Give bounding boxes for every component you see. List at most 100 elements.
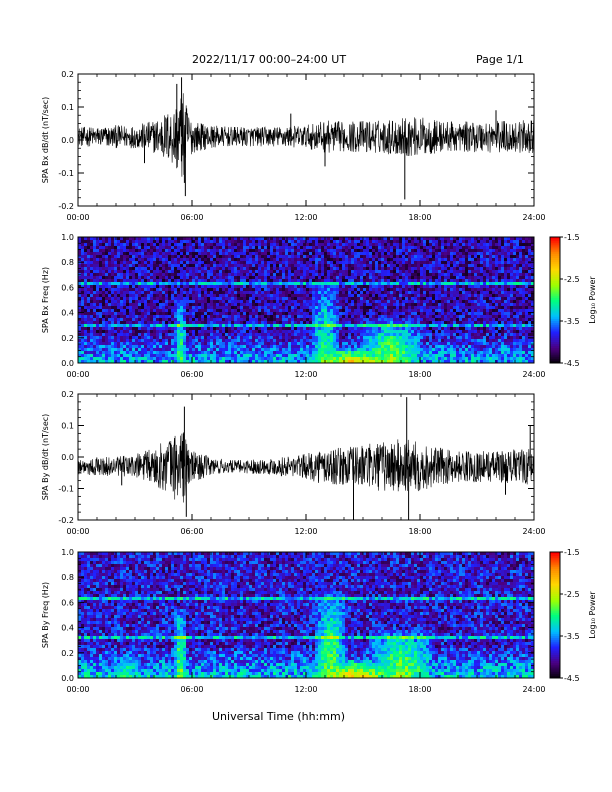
spectrogram-cell bbox=[339, 333, 343, 337]
spectrogram-cell bbox=[219, 330, 223, 334]
spectrogram-cell bbox=[237, 282, 241, 286]
spectrogram-cell bbox=[384, 273, 388, 277]
spectrogram-cell bbox=[150, 252, 154, 256]
spectrogram-cell bbox=[117, 303, 121, 307]
spectrogram-cell bbox=[162, 315, 166, 319]
spectrogram-cell bbox=[207, 324, 211, 328]
spectrogram-cell bbox=[171, 279, 175, 283]
spectrogram-cell bbox=[210, 321, 214, 325]
spectrogram-cell bbox=[216, 288, 220, 292]
spectrogram-cell bbox=[150, 303, 154, 307]
spectrogram-cell bbox=[309, 327, 313, 331]
spectrogram-cell bbox=[225, 255, 229, 259]
spectrogram-cell bbox=[120, 360, 124, 364]
spectrogram-cell bbox=[87, 255, 91, 259]
spectrogram-cell bbox=[174, 288, 178, 292]
spectrogram-cell bbox=[408, 276, 412, 280]
spectrogram-cell bbox=[99, 330, 103, 334]
spectrogram-cell bbox=[189, 294, 193, 298]
spectrogram-cell bbox=[132, 357, 136, 361]
spectrogram-cell bbox=[300, 261, 304, 265]
spectrogram-cell bbox=[213, 312, 217, 316]
spectrogram-cell bbox=[300, 348, 304, 352]
spectrogram-cell bbox=[117, 306, 121, 310]
spectrogram-cell bbox=[399, 288, 403, 292]
spectrogram-cell bbox=[345, 324, 349, 328]
spectrogram-cell bbox=[417, 306, 421, 310]
spectrogram-cell bbox=[291, 336, 295, 340]
spectrogram-cell bbox=[264, 270, 268, 274]
spectrogram-cell bbox=[117, 330, 121, 334]
spectrogram-cell bbox=[399, 348, 403, 352]
spectrogram-cell bbox=[228, 348, 232, 352]
spectrogram-cell bbox=[144, 354, 148, 358]
spectrogram-cell bbox=[294, 342, 298, 346]
spectrogram-cell bbox=[234, 267, 238, 271]
spectrogram-cell bbox=[357, 246, 361, 250]
spectrogram-cell bbox=[378, 306, 382, 310]
spectrogram-cell bbox=[282, 312, 286, 316]
spectrogram-cell bbox=[78, 348, 82, 352]
spectrogram-cell bbox=[144, 351, 148, 355]
spectrogram-cell bbox=[108, 237, 112, 241]
spectrogram-cell bbox=[147, 330, 151, 334]
spectrogram-cell bbox=[393, 267, 397, 271]
spectrogram-cell bbox=[258, 282, 262, 286]
spectrogram-cell bbox=[237, 354, 241, 358]
spectrogram-cell bbox=[78, 276, 82, 280]
spectrogram-cell bbox=[207, 309, 211, 313]
spectrogram-cell bbox=[381, 321, 385, 325]
spectrogram-cell bbox=[324, 264, 328, 268]
spectrogram-cell bbox=[162, 336, 166, 340]
spectrogram-cell bbox=[231, 354, 235, 358]
spectrogram-cell bbox=[255, 333, 259, 337]
spectrogram-cell bbox=[213, 267, 217, 271]
spectrogram-cell bbox=[102, 273, 106, 277]
spectrogram-cell bbox=[285, 282, 289, 286]
spectrogram-cell bbox=[246, 294, 250, 298]
spectrogram-cell bbox=[285, 294, 289, 298]
spectrogram-cell bbox=[147, 312, 151, 316]
spectrogram-cell bbox=[390, 303, 394, 307]
spectrogram-cell bbox=[90, 279, 94, 283]
spectrogram-cell bbox=[129, 360, 133, 364]
spectrogram-cell bbox=[264, 333, 268, 337]
spectrogram-cell bbox=[417, 258, 421, 262]
spectrogram-cell bbox=[243, 279, 247, 283]
spectrogram-cell bbox=[141, 357, 145, 361]
spectrogram-cell bbox=[99, 306, 103, 310]
spectrogram-cell bbox=[339, 330, 343, 334]
spectrogram-cell bbox=[153, 351, 157, 355]
spectrogram-cell bbox=[381, 255, 385, 259]
spectrogram-cell bbox=[183, 339, 187, 343]
spectrogram-cell bbox=[81, 288, 85, 292]
spectrogram-cell bbox=[171, 294, 175, 298]
spectrogram-cell bbox=[417, 249, 421, 253]
spectrogram-cell bbox=[417, 270, 421, 274]
spectrogram-cell bbox=[258, 261, 262, 265]
spectrogram-cell bbox=[219, 324, 223, 328]
spectrogram-cell bbox=[192, 285, 196, 289]
spectrogram-cell bbox=[117, 309, 121, 313]
spectrogram-cell bbox=[414, 339, 418, 343]
spectrogram-cell bbox=[330, 324, 334, 328]
spectrogram-cell bbox=[351, 273, 355, 277]
spectrogram-cell bbox=[81, 342, 85, 346]
spectrogram-cell bbox=[177, 285, 181, 289]
spectrogram-cell bbox=[414, 321, 418, 325]
spectrogram-cell bbox=[225, 270, 229, 274]
spectrogram-cell bbox=[342, 327, 346, 331]
spectrogram-cell bbox=[201, 252, 205, 256]
spectrogram-cell bbox=[141, 342, 145, 346]
spectrogram-cell bbox=[417, 261, 421, 265]
spectrogram-cell bbox=[192, 240, 196, 244]
spectrogram-cell bbox=[249, 246, 253, 250]
spectrogram-cell bbox=[402, 333, 406, 337]
spectrogram-cell bbox=[111, 354, 115, 358]
spectrogram-cell bbox=[351, 240, 355, 244]
spectrogram-cell bbox=[348, 255, 352, 259]
spectrogram-cell bbox=[324, 279, 328, 283]
spectrogram-cell bbox=[390, 258, 394, 262]
spectrogram-cell bbox=[186, 276, 190, 280]
spectrogram-cell bbox=[369, 267, 373, 271]
